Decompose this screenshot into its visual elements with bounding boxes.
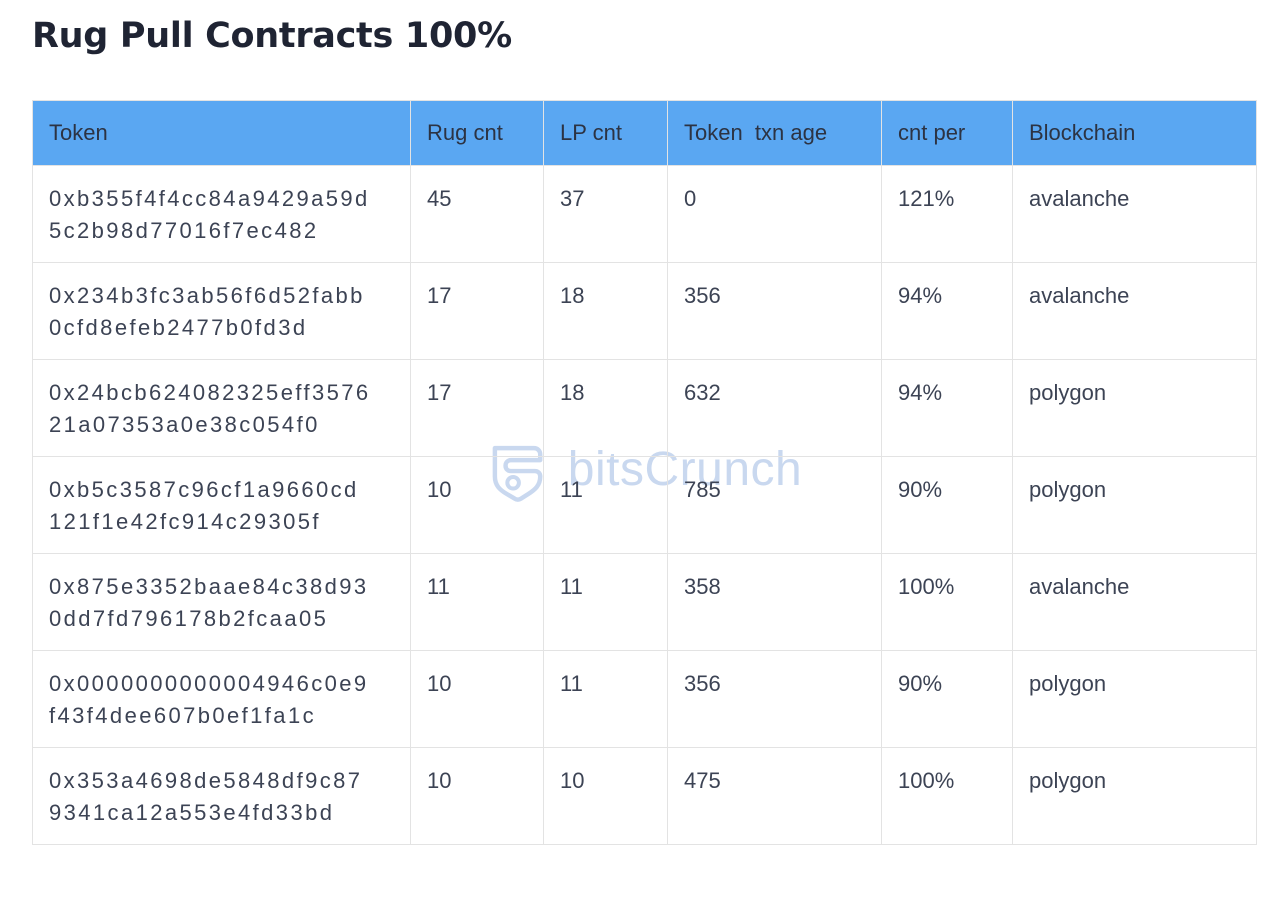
token-txn-age-cell: 0 bbox=[667, 165, 882, 263]
cnt-per-cell: 100% bbox=[881, 553, 1013, 651]
page-title: Rug Pull Contracts 100% bbox=[32, 16, 512, 56]
rug-cnt-cell: 45 bbox=[410, 165, 544, 263]
token-address: 0x0000000000004946c0e9f43f4dee607b0ef1fa… bbox=[49, 671, 369, 728]
token-cell: 0x24bcb624082325eff357621a07353a0e38c054… bbox=[32, 359, 411, 457]
table-row: 0x353a4698de5848df9c879341ca12a553e4fd33… bbox=[32, 747, 1257, 845]
cnt-per-cell: 90% bbox=[881, 650, 1013, 748]
token-cell: 0xb355f4f4cc84a9429a59d5c2b98d77016f7ec4… bbox=[32, 165, 411, 263]
lp-cnt-cell: 11 bbox=[543, 650, 668, 748]
token-txn-age-cell: 632 bbox=[667, 359, 882, 457]
token-txn-age-cell: 356 bbox=[667, 262, 882, 360]
lp-cnt-cell: 37 bbox=[543, 165, 668, 263]
blockchain-cell: polygon bbox=[1012, 456, 1257, 554]
token-address: 0x875e3352baae84c38d930dd7fd796178b2fcaa… bbox=[49, 574, 369, 631]
blockchain-cell: polygon bbox=[1012, 650, 1257, 748]
token-txn-age-cell: 358 bbox=[667, 553, 882, 651]
lp-cnt-cell: 11 bbox=[543, 553, 668, 651]
blockchain-cell: avalanche bbox=[1012, 165, 1257, 263]
cnt-per-cell: 94% bbox=[881, 262, 1013, 360]
table-row: 0x234b3fc3ab56f6d52fabb0cfd8efeb2477b0fd… bbox=[32, 262, 1257, 360]
rug-cnt-cell: 17 bbox=[410, 359, 544, 457]
column-header-token: Token bbox=[32, 100, 411, 166]
blockchain-cell: polygon bbox=[1012, 359, 1257, 457]
page: Rug Pull Contracts 100% bitsCrunch Token… bbox=[0, 16, 1288, 845]
table-header-row: Token Rug cnt LP cnt Token txn age cnt per Bl… bbox=[32, 100, 1257, 166]
table-row: 0x875e3352baae84c38d930dd7fd796178b2fcaa… bbox=[32, 553, 1257, 651]
column-header-rug-cnt: Rug cnt bbox=[410, 100, 544, 166]
table-row: 0xb355f4f4cc84a9429a59d5c2b98d77016f7ec4… bbox=[32, 165, 1257, 263]
rug-cnt-cell: 11 bbox=[410, 553, 544, 651]
token-txn-age-cell: 356 bbox=[667, 650, 882, 748]
token-cell: 0x0000000000004946c0e9f43f4dee607b0ef1fa… bbox=[32, 650, 411, 748]
rug-cnt-cell: 17 bbox=[410, 262, 544, 360]
token-address: 0x24bcb624082325eff357621a07353a0e38c054… bbox=[49, 380, 371, 437]
token-cell: 0x875e3352baae84c38d930dd7fd796178b2fcaa… bbox=[32, 553, 411, 651]
lp-cnt-cell: 18 bbox=[543, 262, 668, 360]
cnt-per-cell: 121% bbox=[881, 165, 1013, 263]
token-txn-age-cell: 475 bbox=[667, 747, 882, 845]
lp-cnt-cell: 11 bbox=[543, 456, 668, 554]
contracts-table-container: bitsCrunch Token Rug cnt LP cnt Token txn a… bbox=[32, 100, 1257, 845]
token-address: 0xb355f4f4cc84a9429a59d5c2b98d77016f7ec4… bbox=[49, 186, 370, 243]
rug-cnt-cell: 10 bbox=[410, 650, 544, 748]
blockchain-cell: polygon bbox=[1012, 747, 1257, 845]
rug-cnt-cell: 10 bbox=[410, 747, 544, 845]
cnt-per-cell: 90% bbox=[881, 456, 1013, 554]
token-txn-age-cell: 785 bbox=[667, 456, 882, 554]
rug-pull-contracts-table: Token Rug cnt LP cnt Token txn age cnt per Bl… bbox=[32, 100, 1257, 845]
token-address: 0x353a4698de5848df9c879341ca12a553e4fd33… bbox=[49, 768, 363, 825]
cnt-per-cell: 94% bbox=[881, 359, 1013, 457]
token-address: 0x234b3fc3ab56f6d52fabb0cfd8efeb2477b0fd… bbox=[49, 283, 365, 340]
table-row: 0xb5c3587c96cf1a9660cd121f1e42fc914c2930… bbox=[32, 456, 1257, 554]
blockchain-cell: avalanche bbox=[1012, 553, 1257, 651]
column-header-lp-cnt: LP cnt bbox=[543, 100, 668, 166]
rug-cnt-cell: 10 bbox=[410, 456, 544, 554]
blockchain-cell: avalanche bbox=[1012, 262, 1257, 360]
column-header-token-txn-age: Token txn age bbox=[667, 100, 882, 166]
column-header-blockchain: Blockchain bbox=[1012, 100, 1257, 166]
lp-cnt-cell: 18 bbox=[543, 359, 668, 457]
token-cell: 0x234b3fc3ab56f6d52fabb0cfd8efeb2477b0fd… bbox=[32, 262, 411, 360]
column-header-cnt-per: cnt per bbox=[881, 100, 1013, 166]
token-cell: 0x353a4698de5848df9c879341ca12a553e4fd33… bbox=[32, 747, 411, 845]
table-row: 0x24bcb624082325eff357621a07353a0e38c054… bbox=[32, 359, 1257, 457]
cnt-per-cell: 100% bbox=[881, 747, 1013, 845]
table-row: 0x0000000000004946c0e9f43f4dee607b0ef1fa… bbox=[32, 650, 1257, 748]
token-address: 0xb5c3587c96cf1a9660cd121f1e42fc914c2930… bbox=[49, 477, 359, 534]
lp-cnt-cell: 10 bbox=[543, 747, 668, 845]
token-cell: 0xb5c3587c96cf1a9660cd121f1e42fc914c2930… bbox=[32, 456, 411, 554]
